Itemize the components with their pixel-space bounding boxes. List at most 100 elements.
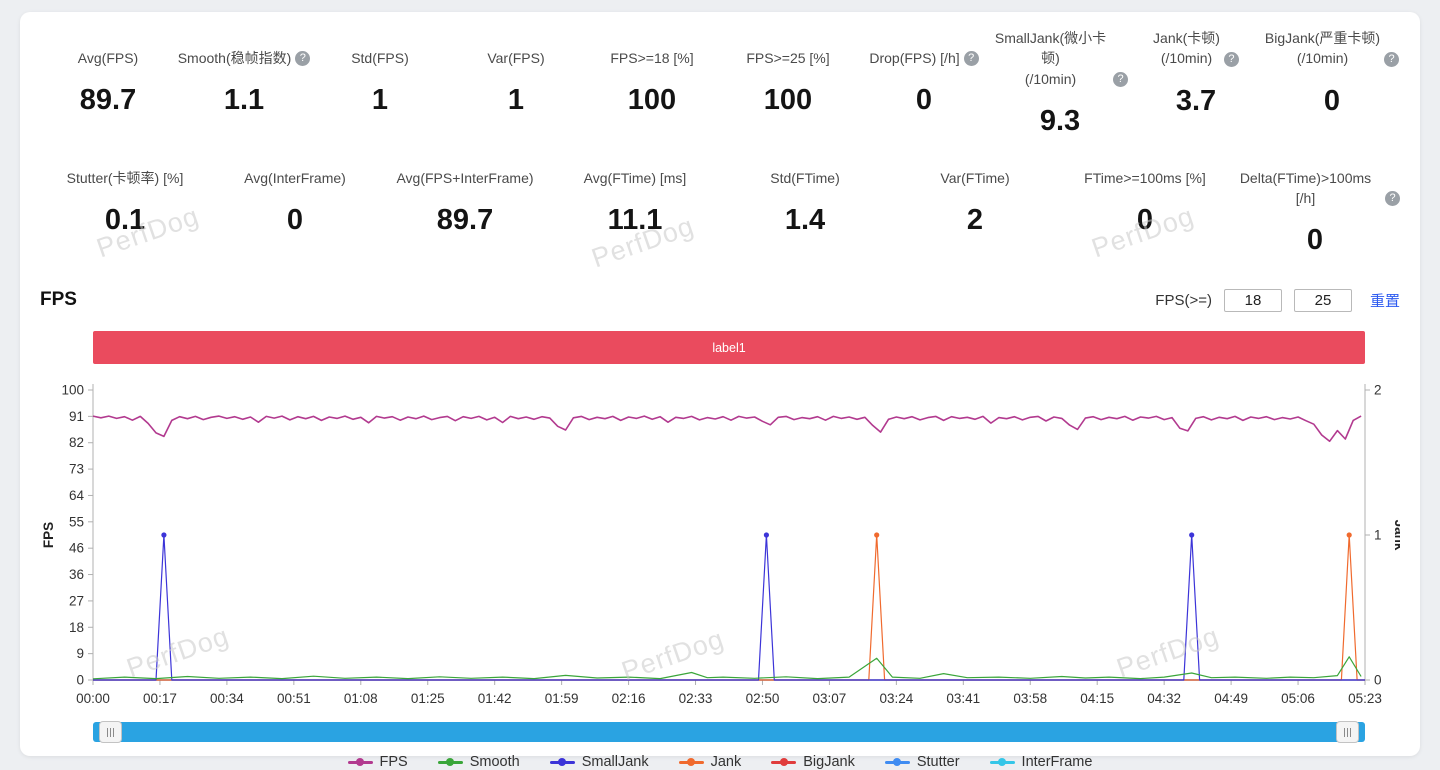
stat-label: FPS>=18 [%] (584, 28, 720, 68)
help-icon[interactable]: ? (963, 51, 979, 66)
help-icon[interactable]: ? (1385, 191, 1400, 207)
svg-text:00:51: 00:51 (277, 691, 311, 706)
legend-marker-icon (884, 758, 910, 767)
legend-label: Stutter (916, 754, 960, 770)
svg-text:00:34: 00:34 (210, 691, 244, 706)
legend-label: InterFrame (1021, 754, 1093, 770)
stat-value: 9.3 (1039, 104, 1081, 137)
svg-text:05:06: 05:06 (1281, 691, 1315, 706)
svg-text:03:41: 03:41 (946, 691, 980, 706)
stat-label: FTime>=100ms [%] (1060, 168, 1230, 188)
stat-value: 1.4 (784, 204, 826, 237)
svg-text:04:32: 04:32 (1147, 691, 1181, 706)
svg-text:00:17: 00:17 (143, 691, 177, 706)
svg-text:0: 0 (1374, 673, 1382, 688)
svg-text:03:24: 03:24 (879, 691, 913, 706)
fps-section-header: FPS FPS(>=) 重置 (40, 287, 1400, 313)
series-peak-marker (1189, 532, 1195, 539)
fps-threshold-high-input[interactable] (1293, 288, 1352, 312)
stat-jank-10min: Jank(卡顿) (/10min)? 3.7 (1128, 28, 1264, 138)
svg-text:27: 27 (69, 594, 84, 609)
legend-marker-icon (989, 758, 1015, 767)
svg-text:46: 46 (69, 541, 84, 556)
stat-value: 0 (1323, 84, 1341, 117)
stat-label: Jank(卡顿) (/10min)? (1128, 28, 1264, 69)
stat-label: Var(FPS) (448, 28, 584, 68)
stat-label: Drop(FPS) [/h]? (856, 28, 992, 68)
legend-label: Smooth (469, 754, 520, 770)
stat-value: 2 (966, 204, 984, 237)
stat-label-text: Avg(FPS+InterFrame) (396, 169, 534, 186)
svg-text:01:59: 01:59 (545, 691, 579, 706)
stat-avg-interframe: Avg(InterFrame) 0 (210, 168, 380, 258)
stat-value: 0 (915, 84, 933, 116)
stat-label-text: Delta(FTime)>100ms [/h] (1239, 169, 1372, 207)
stat-label: BigJank(严重卡顿) (/10min)? (1264, 28, 1400, 69)
stat-ftime-100ms: FTime>=100ms [%] 0 (1060, 168, 1230, 258)
stat-label-text: BigJank(严重卡顿) (/10min) (1264, 30, 1381, 67)
stat-var-fps: Var(FPS) 1 (448, 28, 584, 138)
stat-label: Avg(FPS) (40, 28, 176, 68)
legend-label: SmallJank (581, 754, 649, 770)
stat-var-ftime: Var(FTime) 2 (890, 168, 1060, 258)
series-peak-marker (1346, 532, 1352, 539)
stat-label: Avg(InterFrame) (210, 168, 380, 188)
scrollbar-left-handle[interactable] (99, 721, 122, 744)
stat-smooth: Smooth(稳帧指数)? 1.1 (176, 28, 312, 138)
legend-item-smalljank[interactable]: SmallJank (549, 754, 649, 770)
legend-marker-icon (678, 758, 704, 767)
scrollbar-right-handle[interactable] (1336, 721, 1359, 744)
stat-delta-ftime-100ms-h: Delta(FTime)>100ms [/h]? 0 (1230, 168, 1400, 258)
legend-item-bigjank[interactable]: BigJank (771, 754, 855, 770)
stat-label: Std(FPS) (312, 28, 448, 68)
stat-avg-fps-interframe: Avg(FPS+InterFrame) 89.7 (380, 168, 550, 258)
svg-text:2: 2 (1374, 383, 1382, 398)
help-icon[interactable]: ? (1113, 71, 1128, 87)
stat-label: Smooth(稳帧指数)? (176, 28, 312, 68)
legend-item-interframe[interactable]: InterFrame (989, 754, 1093, 770)
stat-value: 0 (1306, 224, 1324, 257)
legend-item-smooth[interactable]: Smooth (437, 754, 520, 770)
svg-text:Jank: Jank (1392, 520, 1400, 551)
chart-banner-label1[interactable]: label1 (93, 331, 1365, 365)
stat-avg-fps: Avg(FPS) 89.7 (40, 28, 176, 138)
svg-text:18: 18 (69, 620, 84, 635)
svg-text:36: 36 (69, 568, 84, 583)
stat-label: Std(FTime) (720, 168, 890, 188)
stat-avg-ftime-ms: Avg(FTime) [ms] 11.1 (550, 168, 720, 258)
fps-section-title: FPS (40, 289, 77, 311)
stat-label: SmallJank(微小卡顿) (/10min)? (992, 28, 1128, 89)
svg-text:82: 82 (69, 436, 84, 451)
chart-scrollbar[interactable] (93, 721, 1365, 744)
stat-label-text: FTime>=100ms [%] (1084, 169, 1206, 186)
legend-marker-icon (437, 758, 463, 767)
help-icon[interactable]: ? (1223, 51, 1239, 67)
svg-text:100: 100 (61, 383, 84, 398)
help-icon[interactable]: ? (295, 51, 311, 66)
stat-drop-fps-h: Drop(FPS) [/h]? 0 (856, 28, 992, 138)
fps-threshold-low-input[interactable] (1223, 288, 1282, 312)
stat-value: 1.1 (223, 84, 265, 116)
stat-label-text: Avg(FPS) (77, 49, 139, 66)
stat-fps-18: FPS>=18 [%] 100 (584, 28, 720, 138)
legend-item-fps[interactable]: FPS (347, 754, 408, 770)
reset-link[interactable]: 重置 (1369, 292, 1400, 310)
stat-label-text: Drop(FPS) [/h] (869, 49, 960, 66)
fps-line-chart[interactable]: 0 9 18 27 36 46 55 64 73 82 91 100 0 1 2 00:00 00:17 00:3… (40, 368, 1400, 718)
legend-label: FPS (379, 754, 408, 770)
svg-text:64: 64 (69, 488, 85, 503)
svg-text:01:25: 01:25 (411, 691, 445, 706)
legend-item-stutter[interactable]: Stutter (884, 754, 960, 770)
svg-text:00:00: 00:00 (76, 691, 110, 706)
legend-marker-icon (549, 758, 575, 767)
stat-value: 0.1 (104, 204, 146, 237)
svg-text:01:42: 01:42 (478, 691, 512, 706)
stat-label-text: Stutter(卡顿率) [%] (66, 169, 184, 186)
stat-label-text: Std(FPS) (351, 49, 409, 66)
help-icon[interactable]: ? (1384, 51, 1400, 67)
stat-label: Avg(FPS+InterFrame) (380, 168, 550, 188)
svg-text:1: 1 (1374, 528, 1382, 543)
legend-item-jank[interactable]: Jank (678, 754, 741, 770)
stat-smalljank-10min: SmallJank(微小卡顿) (/10min)? 9.3 (992, 28, 1128, 138)
stat-label-text: FPS>=25 [%] (746, 49, 830, 66)
